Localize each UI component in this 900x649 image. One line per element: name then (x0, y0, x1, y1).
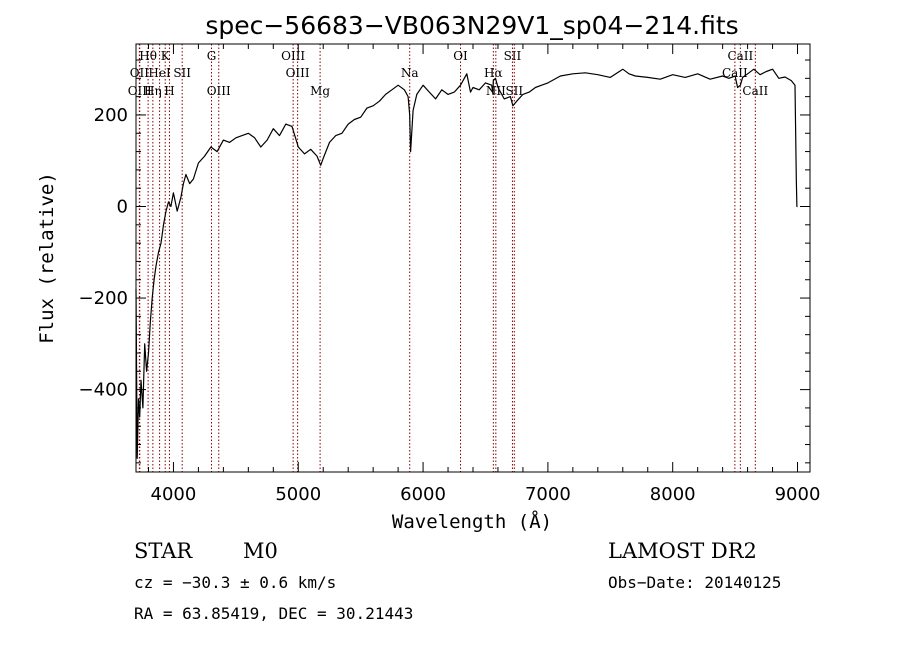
spectral-line-label: CaII (742, 84, 768, 98)
spectral-line-label: NII (486, 84, 506, 98)
spectrum-line (135, 68, 798, 459)
spectral-line-label: SII (173, 66, 191, 80)
spectral-line-label: OIII (286, 66, 310, 80)
y-tick-label: 200 (94, 105, 128, 126)
survey-label: LAMOST DR2 (608, 539, 757, 563)
spectral-line-label: OI (453, 49, 468, 63)
redshift-text: cz = −30.3 ± 0.6 km/s (134, 573, 337, 592)
x-tick-label: 9000 (775, 484, 821, 505)
x-tick-label: 8000 (650, 484, 696, 505)
spectral-line-label: CaII (722, 66, 748, 80)
spectral-line-label: G (207, 49, 217, 63)
plot-frame (135, 43, 811, 473)
spectral-line-label: OIII (128, 84, 152, 98)
y-tick-label: −400 (79, 380, 128, 401)
spectral-line-label: SII (504, 49, 522, 63)
x-tick-label: 5000 (275, 484, 321, 505)
spectral-line-label: Na (401, 66, 419, 80)
object-subclass-label: M0 (243, 539, 278, 563)
spectral-line-label: Hη (144, 84, 162, 98)
y-tick-label: −200 (79, 288, 128, 309)
x-tick-label: 7000 (525, 484, 571, 505)
x-tick-label: 6000 (400, 484, 446, 505)
coordinates-text: RA = 63.85419, DEC = 30.21443 (134, 604, 414, 623)
spectral-line-label: OIII (207, 84, 231, 98)
spectral-line-label: HeI (148, 66, 171, 80)
spectral-line-label: OIII (281, 49, 305, 63)
y-axis-label: Flux (relative) (36, 172, 58, 344)
x-axis-label: Wavelength (Å) (392, 510, 552, 533)
observation-date-text: Obs−Date: 20140125 (608, 573, 782, 592)
chart-title: spec−56683−VB063N29V1_sp04−214.fits (205, 11, 738, 40)
spectral-line-label: SII (505, 84, 523, 98)
spectral-line-label: Hα (484, 66, 503, 80)
spectral-line-label: H (164, 84, 174, 98)
object-class-label: STAR (134, 539, 193, 563)
spectral-line-label: Mg (310, 84, 330, 98)
spectral-line-label: K (161, 49, 171, 63)
x-tick-label: 4000 (151, 484, 197, 505)
spectral-line-label: CaII (727, 49, 753, 63)
spectral-line-label: Hθ (139, 49, 157, 63)
y-tick-label: 0 (117, 197, 128, 218)
